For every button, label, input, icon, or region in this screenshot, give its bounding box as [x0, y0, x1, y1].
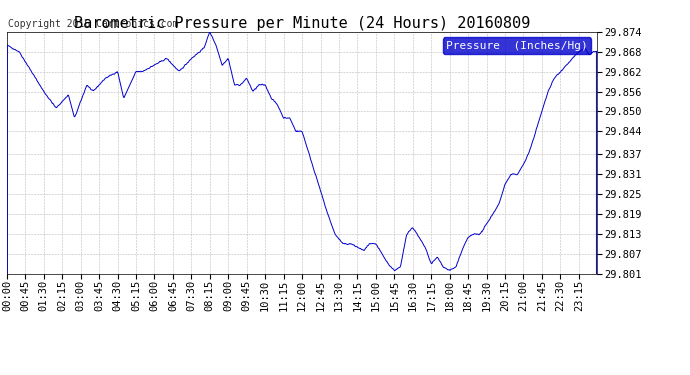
Title: Barometric Pressure per Minute (24 Hours) 20160809: Barometric Pressure per Minute (24 Hours…	[74, 16, 530, 31]
Legend: Pressure  (Inches/Hg): Pressure (Inches/Hg)	[443, 38, 591, 54]
Text: Copyright 2016 Cartronics.com: Copyright 2016 Cartronics.com	[8, 20, 179, 30]
